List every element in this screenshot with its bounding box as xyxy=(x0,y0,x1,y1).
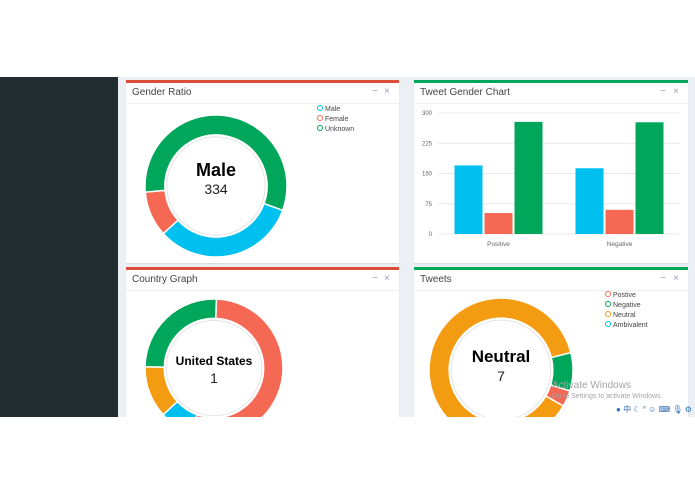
dashboard-screen: Gender Ratio − × Male 334 Male Female Un… xyxy=(0,77,695,417)
x-tick-label: Negative xyxy=(607,241,633,248)
settings-icon[interactable]: ⚙ xyxy=(684,405,692,414)
bar-unknown-positive[interactable] xyxy=(514,121,543,234)
gender-ratio-donut xyxy=(144,114,288,258)
legend-item[interactable]: Neutral xyxy=(605,311,648,321)
network-icon[interactable]: ● xyxy=(616,405,621,414)
legend-item[interactable]: Unknown xyxy=(317,125,354,135)
donut-center-label: Neutral xyxy=(471,347,531,366)
legend-marker-icon xyxy=(605,291,611,298)
system-tray: ● 中 ☾ ° ☺ ⌨ 🎙 ⚙ xyxy=(616,404,692,416)
donut-slice-male[interactable] xyxy=(162,202,284,258)
gender-ratio-panel: Gender Ratio − × Male 334 Male Female Un… xyxy=(126,80,399,263)
legend-marker-icon xyxy=(317,125,323,132)
sidebar xyxy=(0,77,118,417)
bar-female-positive[interactable] xyxy=(484,213,513,234)
content-area: Gender Ratio − × Male 334 Male Female Un… xyxy=(118,77,695,417)
legend-item[interactable]: Postive xyxy=(605,291,648,301)
legend-marker-icon xyxy=(605,301,611,308)
activate-windows-subtitle: Go to Settings to activate Windows. xyxy=(552,393,663,400)
country-donut xyxy=(144,298,284,417)
y-tick-label: 0 xyxy=(429,232,433,238)
close-button[interactable]: × xyxy=(384,273,390,284)
legend-item[interactable]: Female xyxy=(317,115,354,125)
donut-slice-united-states[interactable] xyxy=(191,298,284,417)
tweets-panel: Tweets − × Neutral 7 Postive Negative Ne… xyxy=(414,267,688,417)
activate-windows-title: Activate Windows xyxy=(552,380,631,391)
tweet-gender-chart-panel: Tweet Gender Chart − × 0 75 150 225 300 Posit… xyxy=(414,80,688,263)
donut-slice-unknown[interactable] xyxy=(144,114,288,212)
panel-title: Tweet Gender Chart xyxy=(420,87,511,98)
legend-marker-icon xyxy=(317,105,323,112)
donut-center-value: 1 xyxy=(210,370,218,386)
panel-header: Country Graph − × xyxy=(126,270,399,291)
legend-item[interactable]: Male xyxy=(317,105,354,115)
donut-inner-ring xyxy=(166,136,266,236)
bar-male-negative[interactable] xyxy=(575,168,604,234)
y-tick-label: 75 xyxy=(425,202,432,208)
close-button[interactable]: × xyxy=(384,86,390,97)
panel-title: Country Graph xyxy=(132,274,198,285)
minimize-button[interactable]: − xyxy=(660,273,666,284)
tweets-legend: Postive Negative Neutral Ambivalent xyxy=(605,291,648,331)
tweets-donut xyxy=(428,297,574,417)
donut-slice-postive[interactable] xyxy=(544,384,571,408)
legend-item[interactable]: Ambivalent xyxy=(605,321,648,331)
close-button[interactable]: × xyxy=(673,273,679,284)
bar-unknown-negative[interactable] xyxy=(635,122,664,234)
donut-center-label: United States xyxy=(175,354,253,368)
tweet-gender-bar-chart: 0 75 150 225 300 Positive Negative xyxy=(422,111,680,248)
legend-marker-icon xyxy=(317,115,323,122)
panel-header: Tweet Gender Chart − × xyxy=(414,83,688,104)
donut-inner-ring xyxy=(165,319,263,417)
x-tick-label: Positive xyxy=(487,241,510,248)
minimize-button[interactable]: − xyxy=(372,273,378,284)
country-graph-panel: Country Graph − × United States 1 xyxy=(126,267,399,417)
emoji-icon[interactable]: ☺ xyxy=(648,405,657,414)
panel-header: Tweets − × xyxy=(414,270,688,291)
minimize-button[interactable]: − xyxy=(372,86,378,97)
punctuation-icon[interactable]: ° xyxy=(642,405,646,414)
gender-legend: Male Female Unknown xyxy=(317,105,354,135)
donut-center-label: Male xyxy=(195,160,237,180)
y-tick-label: 150 xyxy=(422,172,433,178)
donut-center-value: 7 xyxy=(497,368,505,384)
legend-marker-icon xyxy=(605,321,611,328)
close-button[interactable]: × xyxy=(673,86,679,97)
legend-marker-icon xyxy=(605,311,611,318)
donut-slice-neutral[interactable] xyxy=(428,297,572,417)
y-tick-label: 300 xyxy=(422,111,433,117)
legend-item[interactable]: Negative xyxy=(605,301,648,311)
donut-slice-country-d[interactable] xyxy=(144,298,218,368)
donut-inner-ring xyxy=(450,319,552,417)
panel-title: Gender Ratio xyxy=(132,87,192,98)
keyboard-icon[interactable]: ⌨ xyxy=(658,405,671,414)
language-icon[interactable]: 中 xyxy=(623,405,632,414)
bar-male-positive[interactable] xyxy=(454,165,483,234)
moon-icon[interactable]: ☾ xyxy=(633,405,641,414)
panel-title: Tweets xyxy=(420,274,452,285)
minimize-button[interactable]: − xyxy=(660,86,666,97)
y-tick-label: 225 xyxy=(422,141,433,147)
bar-female-negative[interactable] xyxy=(605,209,634,234)
panel-header: Gender Ratio − × xyxy=(126,83,399,104)
donut-center-value: 334 xyxy=(204,181,228,197)
microphone-icon[interactable]: 🎙 xyxy=(672,405,683,414)
